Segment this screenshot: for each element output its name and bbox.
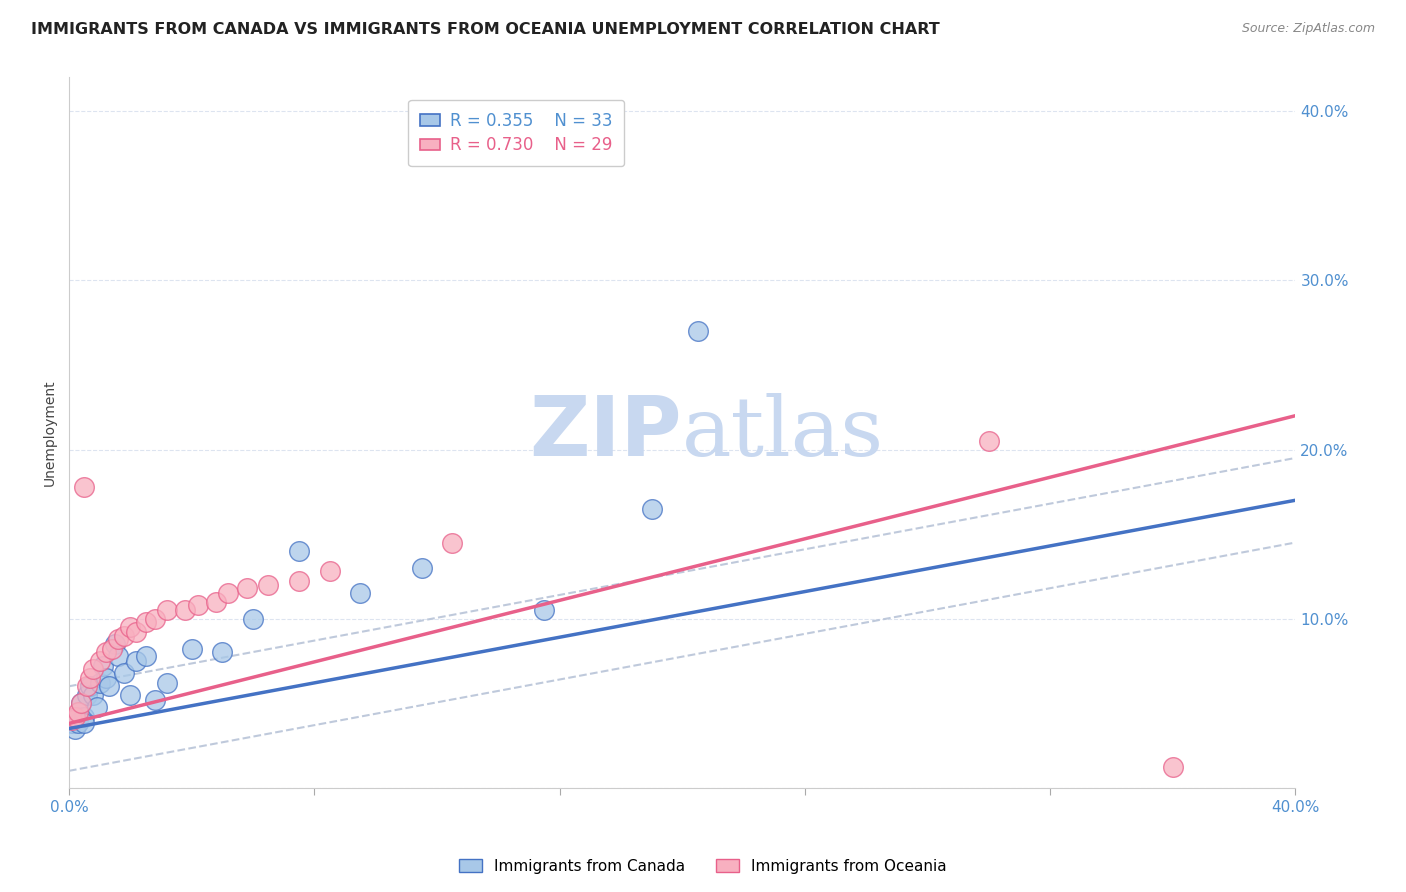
Point (120, 620, 142, 634)
Point (640, 501, 662, 516)
Point (288, 574, 311, 589)
Point (156, 676, 179, 690)
Point (60, 716, 83, 731)
Legend: Immigrants from Canada, Immigrants from Oceania: Immigrants from Canada, Immigrants from … (453, 853, 953, 880)
Point (686, 324, 709, 338)
Point (257, 578, 280, 592)
Point (143, 693, 166, 707)
Point (67, 705, 90, 719)
Point (211, 645, 233, 659)
Point (349, 586, 371, 600)
Point (125, 654, 148, 668)
Point (94, 671, 117, 685)
Point (76, 679, 98, 693)
Point (318, 564, 340, 578)
Point (217, 586, 239, 600)
Legend: R = 0.355    N = 33, R = 0.730    N = 29: R = 0.355 N = 33, R = 0.730 N = 29 (408, 100, 624, 166)
Point (180, 642, 202, 657)
Point (174, 603, 197, 617)
Point (101, 642, 124, 657)
Point (120, 688, 142, 702)
Point (104, 637, 127, 651)
Point (60, 713, 83, 727)
Point (73, 710, 96, 724)
Point (86, 699, 108, 714)
Point (82, 662, 104, 676)
Point (187, 598, 209, 612)
Point (1161, 760, 1184, 774)
Y-axis label: Unemployment: Unemployment (44, 379, 58, 486)
Point (156, 603, 179, 617)
Point (236, 581, 259, 595)
Point (89, 654, 111, 668)
Point (411, 561, 433, 575)
Point (67, 716, 90, 731)
Point (441, 535, 464, 549)
Text: Source: ZipAtlas.com: Source: ZipAtlas.com (1241, 22, 1375, 36)
Point (112, 628, 135, 642)
Point (533, 603, 555, 617)
Point (70, 696, 93, 710)
Point (143, 612, 166, 626)
Point (242, 612, 264, 626)
Point (73, 480, 96, 494)
Point (63, 710, 86, 724)
Point (205, 595, 228, 609)
Point (79, 671, 101, 685)
Point (63, 713, 86, 727)
Point (63, 722, 86, 736)
Point (135, 615, 157, 629)
Point (89, 676, 111, 690)
Point (67, 710, 90, 724)
Point (977, 434, 1000, 448)
Point (125, 625, 148, 640)
Point (135, 648, 157, 663)
Point (288, 544, 311, 558)
Point (76, 688, 98, 702)
Point (112, 665, 135, 680)
Point (107, 632, 129, 646)
Point (70, 696, 93, 710)
Point (91, 659, 114, 673)
Point (73, 716, 96, 731)
Point (94, 645, 117, 659)
Point (79, 679, 101, 693)
Text: IMMIGRANTS FROM CANADA VS IMMIGRANTS FROM OCEANIA UNEMPLOYMENT CORRELATION CHART: IMMIGRANTS FROM CANADA VS IMMIGRANTS FRO… (31, 22, 939, 37)
Point (107, 648, 129, 663)
Point (97, 679, 120, 693)
Text: atlas: atlas (682, 392, 884, 473)
Text: ZIP: ZIP (530, 392, 682, 473)
Point (82, 688, 104, 702)
